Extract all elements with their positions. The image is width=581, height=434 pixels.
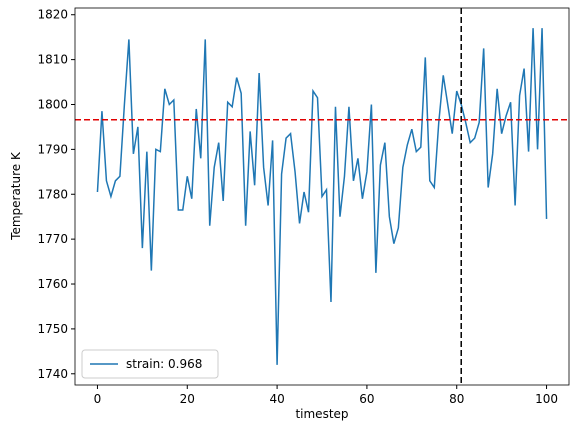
legend-box xyxy=(81,349,219,379)
y-tick-label: 1800 xyxy=(37,97,68,111)
y-axis-label: Temperature K xyxy=(9,151,23,241)
x-tick-label: 80 xyxy=(449,392,464,406)
y-tick-label: 1820 xyxy=(37,8,68,22)
x-axis-label: timestep xyxy=(295,407,348,421)
x-tick-label: 60 xyxy=(359,392,374,406)
y-tick-label: 1810 xyxy=(37,53,68,67)
data-line xyxy=(96,28,548,365)
x-tick-label: 100 xyxy=(535,392,558,406)
x-tick-label: 0 xyxy=(94,392,102,406)
legend-label: strain: 0.968 xyxy=(126,357,202,371)
y-tick-label: 1790 xyxy=(37,142,68,156)
y-tick-label: 1780 xyxy=(37,187,68,201)
y-tick-label: 1770 xyxy=(37,232,68,246)
x-tick-label: 20 xyxy=(180,392,195,406)
x-tick-label: 40 xyxy=(269,392,284,406)
plot-frame xyxy=(74,7,570,386)
y-tick-label: 1740 xyxy=(37,367,68,381)
y-tick-label: 1760 xyxy=(37,277,68,291)
y-tick-label: 1750 xyxy=(37,322,68,336)
